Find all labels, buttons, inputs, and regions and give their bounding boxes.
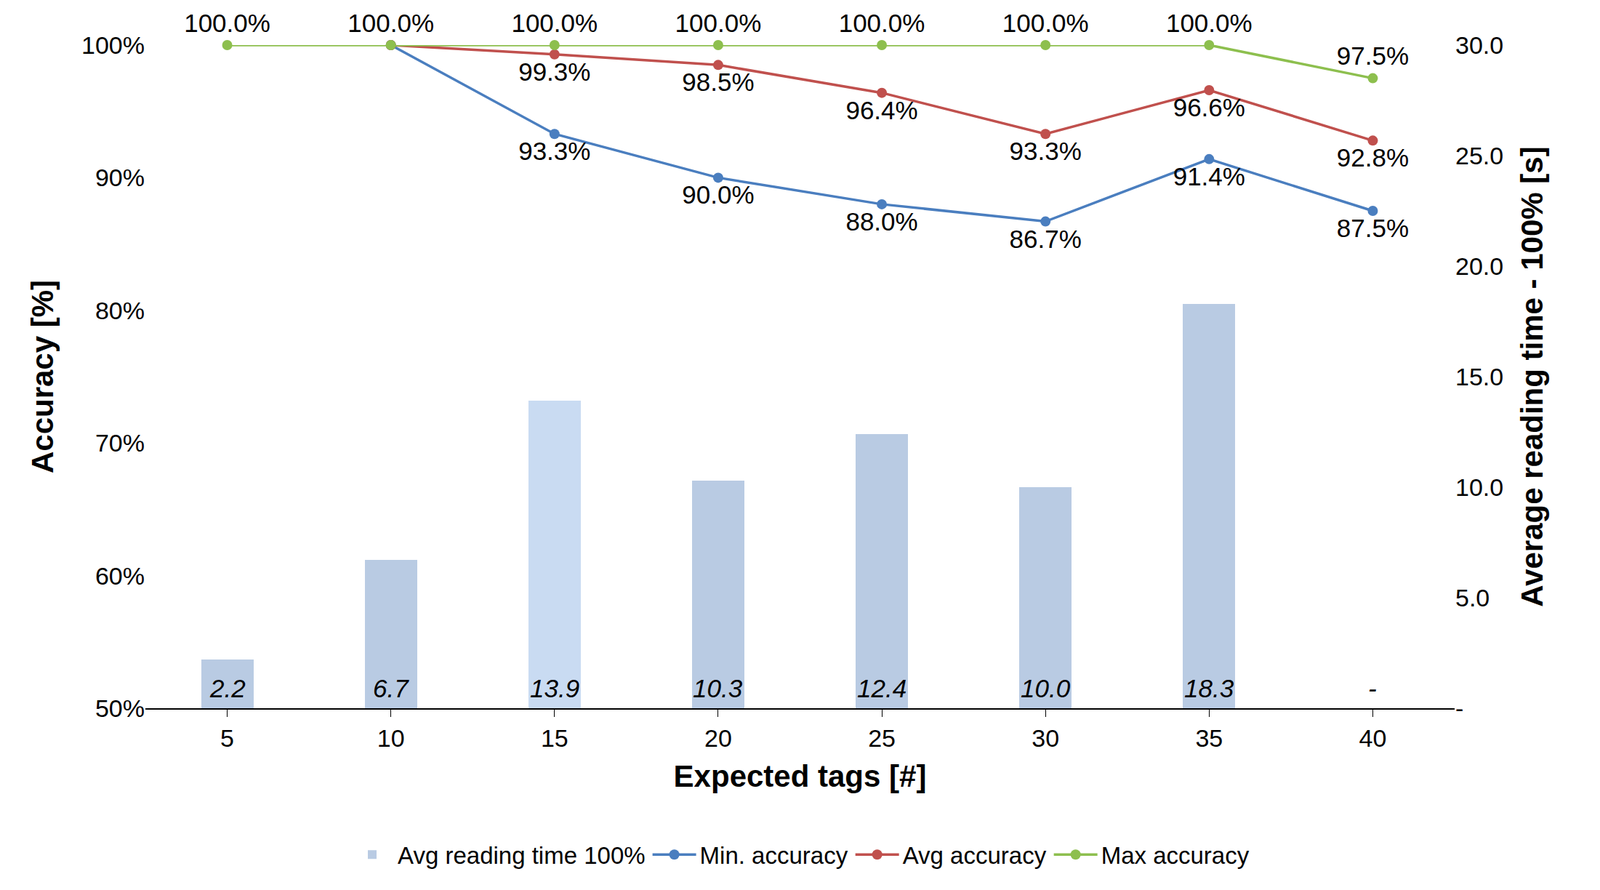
svg-text:86.7%: 86.7% bbox=[1009, 224, 1082, 253]
svg-text:20.0: 20.0 bbox=[1455, 252, 1504, 280]
svg-text:100.0%: 100.0% bbox=[1166, 8, 1253, 38]
svg-text:96.6%: 96.6% bbox=[1173, 93, 1246, 122]
svg-text:93.3%: 93.3% bbox=[1009, 136, 1082, 166]
svg-text:30.0: 30.0 bbox=[1455, 31, 1504, 59]
svg-text:35: 35 bbox=[1195, 724, 1223, 752]
svg-text:Avg reading time 100%: Avg reading time 100% bbox=[397, 841, 646, 869]
svg-text:88.0%: 88.0% bbox=[845, 207, 918, 236]
svg-text:50%: 50% bbox=[95, 694, 145, 722]
svg-text:15: 15 bbox=[540, 724, 569, 752]
svg-text:93.3%: 93.3% bbox=[518, 136, 591, 166]
svg-text:92.8%: 92.8% bbox=[1336, 143, 1409, 172]
svg-text:100.0%: 100.0% bbox=[511, 8, 598, 38]
svg-text:Avg accuracy: Avg accuracy bbox=[902, 841, 1047, 869]
svg-text:12.4: 12.4 bbox=[857, 673, 907, 703]
svg-text:5.0: 5.0 bbox=[1455, 583, 1490, 612]
svg-text:100.0%: 100.0% bbox=[838, 8, 926, 38]
svg-text:Average reading time - 100% [s: Average reading time - 100% [s] bbox=[1514, 146, 1550, 607]
svg-text:Accuracy [%]: Accuracy [%] bbox=[25, 279, 60, 474]
svg-text:100%: 100% bbox=[81, 31, 145, 59]
svg-text:10: 10 bbox=[377, 724, 405, 752]
svg-text:90.0%: 90.0% bbox=[681, 180, 754, 209]
svg-text:60%: 60% bbox=[95, 561, 145, 590]
svg-text:2.2: 2.2 bbox=[209, 673, 246, 703]
svg-text:10.3: 10.3 bbox=[692, 673, 743, 703]
svg-text:25: 25 bbox=[867, 724, 896, 752]
svg-text:25.0: 25.0 bbox=[1455, 141, 1504, 170]
svg-text:96.4%: 96.4% bbox=[845, 95, 918, 125]
svg-text:15.0: 15.0 bbox=[1455, 362, 1504, 391]
svg-text:90%: 90% bbox=[95, 163, 145, 192]
svg-text:98.5%: 98.5% bbox=[681, 67, 754, 96]
svg-text:5: 5 bbox=[220, 724, 235, 752]
svg-text:18.3: 18.3 bbox=[1184, 673, 1235, 703]
svg-text:100.0%: 100.0% bbox=[675, 8, 762, 38]
svg-text:91.4%: 91.4% bbox=[1173, 162, 1246, 191]
svg-text:Expected tags [#]: Expected tags [#] bbox=[673, 758, 927, 794]
svg-text:40: 40 bbox=[1359, 724, 1388, 752]
svg-text:97.5%: 97.5% bbox=[1336, 41, 1409, 70]
svg-text:10.0: 10.0 bbox=[1020, 673, 1071, 703]
svg-text:20: 20 bbox=[704, 724, 733, 752]
svg-text:80%: 80% bbox=[95, 296, 145, 325]
svg-text:13.9: 13.9 bbox=[529, 673, 580, 703]
svg-text:100.0%: 100.0% bbox=[1002, 8, 1089, 38]
svg-text:100.0%: 100.0% bbox=[347, 8, 434, 38]
svg-text:Max accuracy: Max accuracy bbox=[1101, 841, 1250, 869]
svg-text:Min. accuracy: Min. accuracy bbox=[700, 841, 849, 869]
svg-text:70%: 70% bbox=[95, 428, 145, 457]
svg-text:-: - bbox=[1368, 673, 1377, 703]
svg-text:6.7: 6.7 bbox=[372, 673, 410, 703]
svg-text:-: - bbox=[1455, 694, 1464, 722]
svg-text:87.5%: 87.5% bbox=[1336, 213, 1409, 243]
svg-text:30: 30 bbox=[1031, 724, 1060, 752]
svg-text:99.3%: 99.3% bbox=[518, 57, 591, 86]
svg-text:100.0%: 100.0% bbox=[183, 8, 271, 38]
svg-text:10.0: 10.0 bbox=[1455, 473, 1504, 501]
